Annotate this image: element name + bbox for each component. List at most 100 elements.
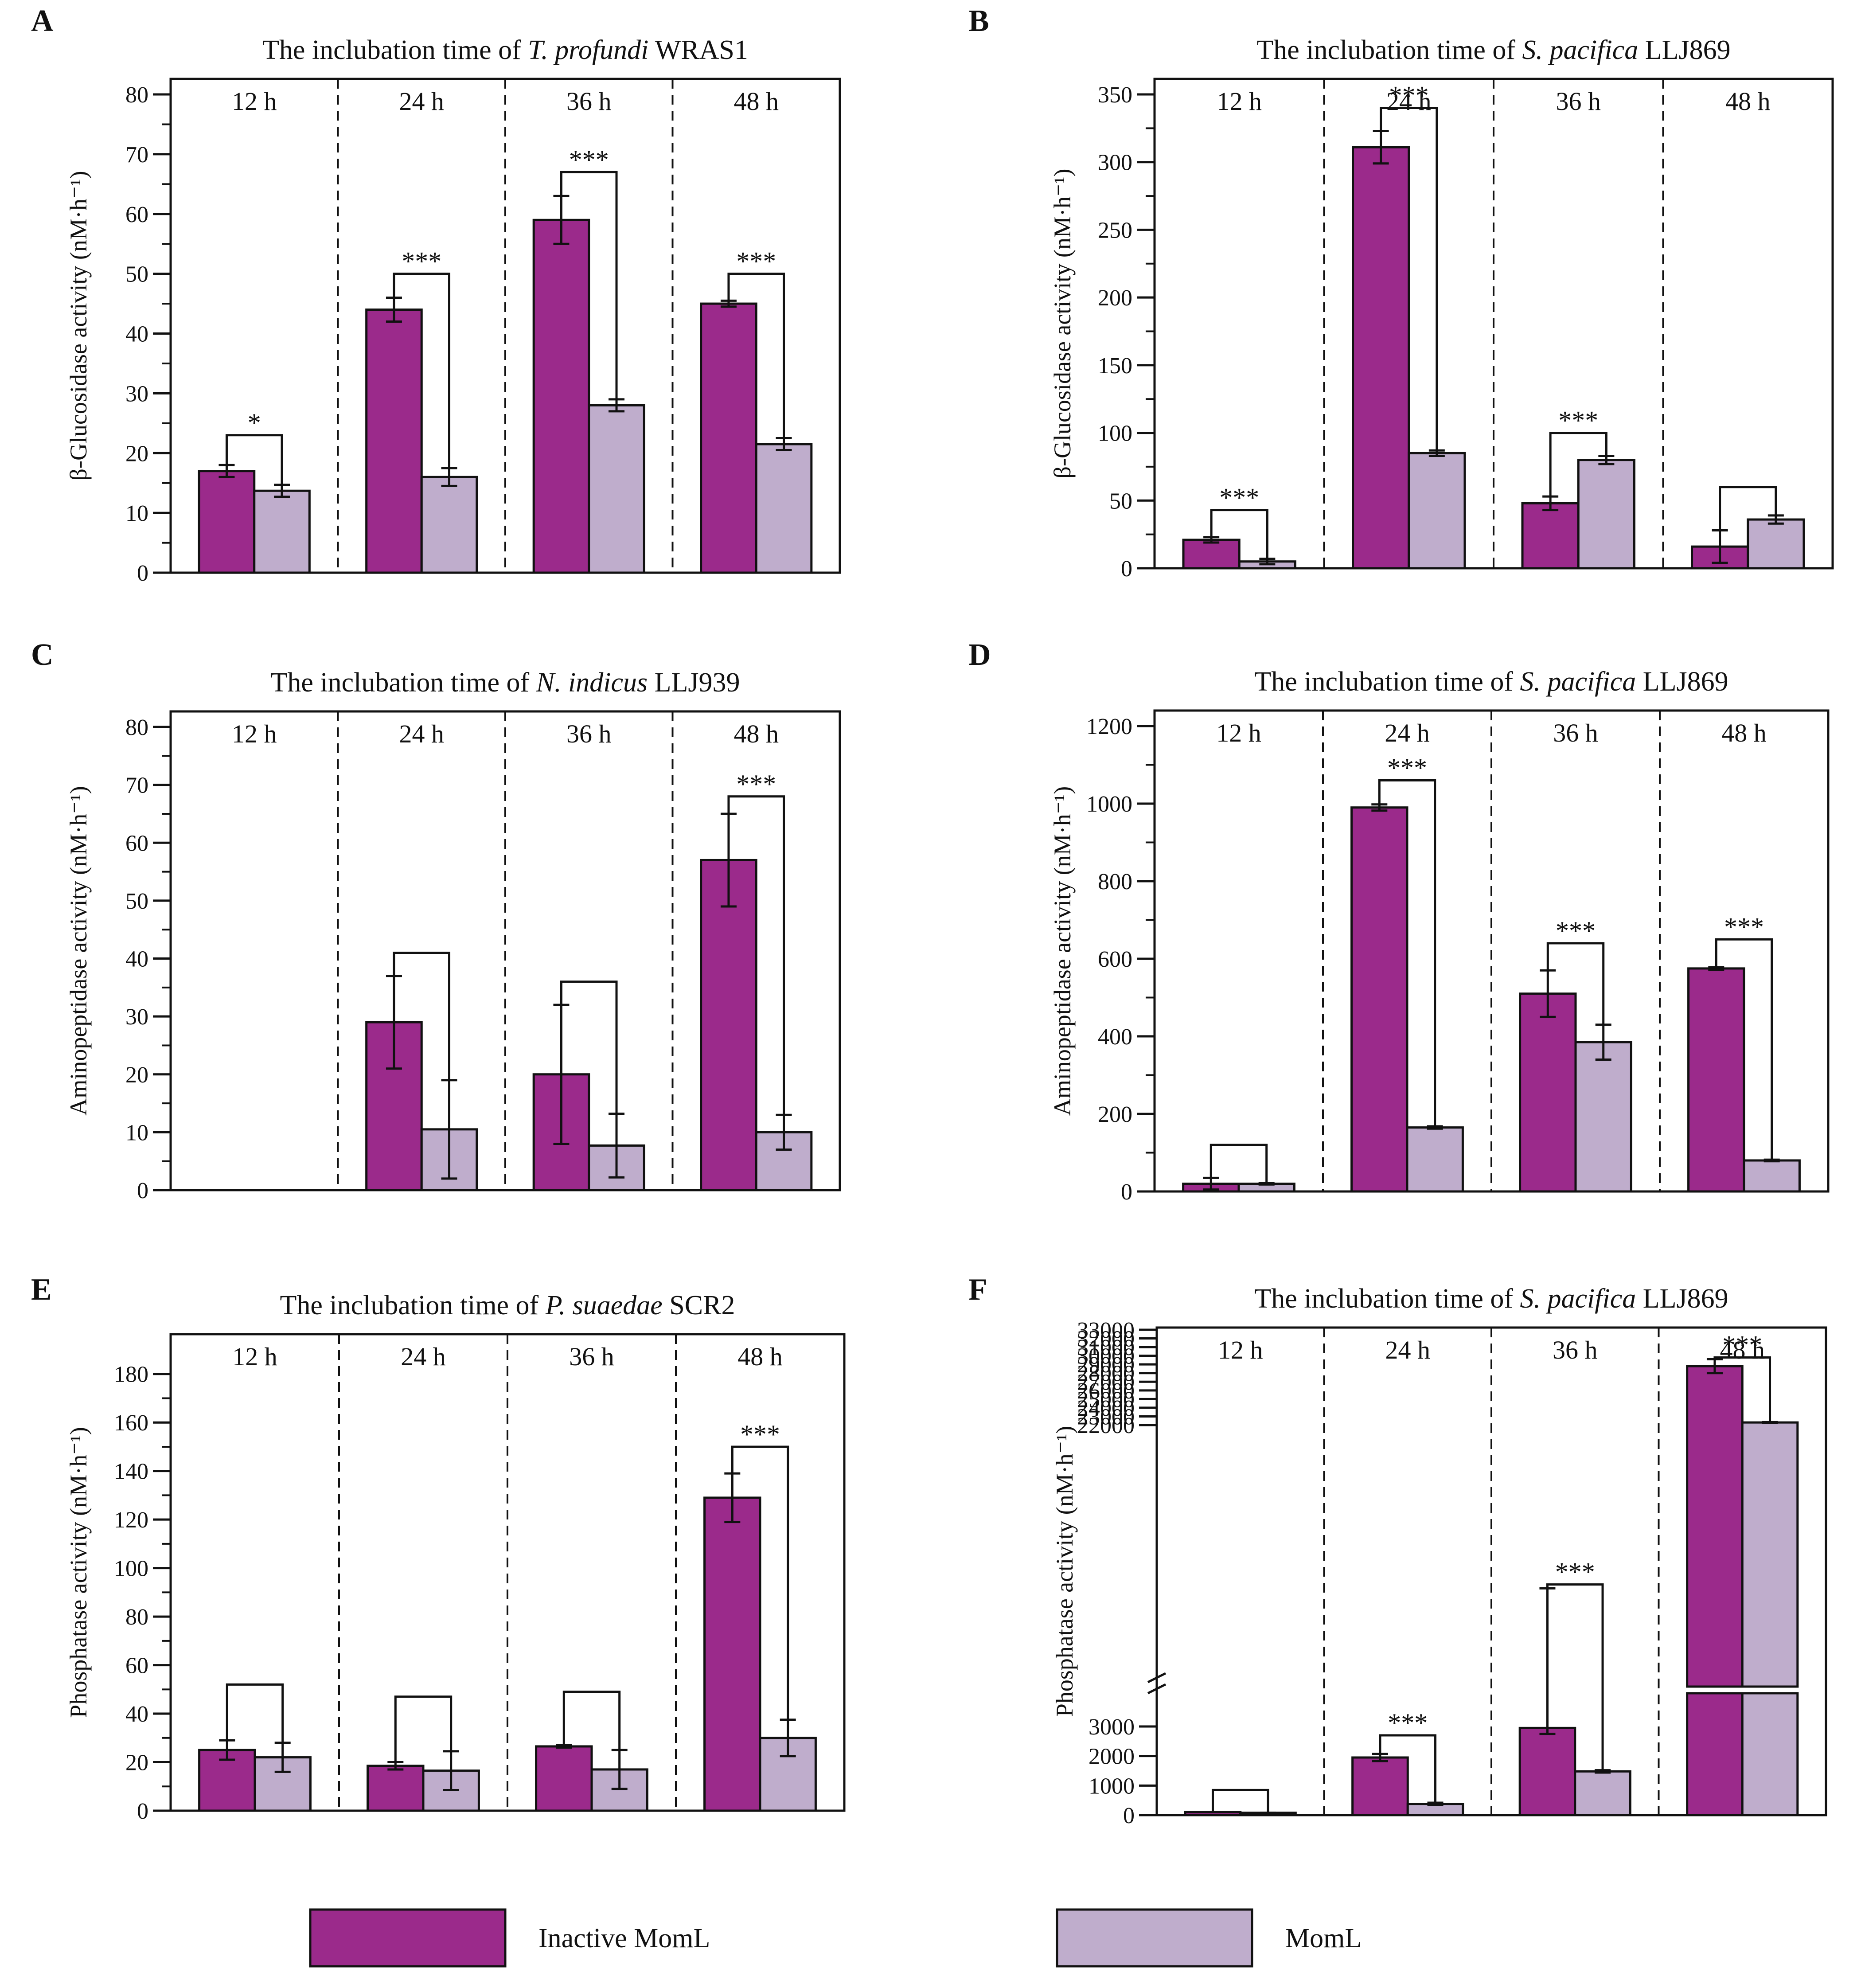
title-prefix: The inclubation time of xyxy=(280,1290,546,1320)
significance-label: *** xyxy=(569,145,609,174)
y-tick-label: 0 xyxy=(137,1178,148,1203)
legend-swatch-moml xyxy=(1056,1908,1253,1968)
title-suffix: LLJ869 xyxy=(1636,1284,1728,1314)
y-tick-label: 70 xyxy=(125,142,148,168)
category-label: 12 h xyxy=(1216,719,1261,747)
panel-label: B xyxy=(968,4,989,38)
bar-moml xyxy=(755,443,813,574)
title-species: S. pacifica xyxy=(1522,35,1639,65)
bar-inactive-moml xyxy=(532,219,590,574)
category-label: 36 h xyxy=(1553,719,1598,747)
significance-label: *** xyxy=(1724,912,1764,941)
category-label: 48 h xyxy=(1725,87,1771,116)
y-tick-label: 120 xyxy=(114,1508,148,1533)
category-label: 24 h xyxy=(1386,87,1432,116)
bar-inactive-moml xyxy=(1519,992,1577,1193)
y-tick-label: 60 xyxy=(125,202,148,227)
title-species: T. profundi xyxy=(528,35,648,65)
y-tick-label: 22000 xyxy=(1077,1413,1135,1438)
significance-bracket xyxy=(1715,938,1773,1159)
title-suffix: LLJ869 xyxy=(1638,35,1730,65)
legend-label-moml: MomL xyxy=(1285,1923,1362,1953)
y-tick-label: 29000 xyxy=(1077,1352,1135,1378)
category-label: 12 h xyxy=(232,719,277,748)
y-tick-label: 3000 xyxy=(1089,1715,1135,1740)
bar-inactive-moml xyxy=(1350,806,1408,1193)
y-tick-label: 20 xyxy=(125,441,148,466)
significance-bracket xyxy=(727,795,785,1114)
category-label: 12 h xyxy=(1217,87,1262,116)
significance-bracket xyxy=(393,951,451,1079)
y-tick-label: 70 xyxy=(125,773,148,798)
significance-bracket xyxy=(1211,1789,1269,1812)
y-tick-label: 10 xyxy=(125,1120,148,1145)
significance-bracket xyxy=(1379,1734,1437,1802)
title-suffix: LLJ939 xyxy=(648,668,740,698)
y-axis-label: Phosphatase activity (nM·h⁻¹) xyxy=(1051,1426,1078,1717)
y-tick-label: 30 xyxy=(125,1004,148,1030)
category-label: 24 h xyxy=(401,1342,446,1371)
y-tick-label: 23000 xyxy=(1077,1404,1135,1429)
category-label: 36 h xyxy=(566,719,612,748)
panel-a: A The inclubation time of T. profundi WRA… xyxy=(31,4,841,586)
y-tick-label: 0 xyxy=(137,1799,148,1824)
y-axis-label: Aminopeptidase activity (nM·h⁻¹) xyxy=(65,786,92,1116)
category-label: 48 h xyxy=(1720,1336,1765,1364)
title-species: P. suaedae xyxy=(545,1290,663,1320)
y-axis-label: β-Glucosidase activity (nM·h⁻¹) xyxy=(1049,169,1076,479)
y-tick-label: 150 xyxy=(1098,353,1132,379)
y-tick-label: 600 xyxy=(1098,947,1132,972)
category-label: 24 h xyxy=(1385,719,1430,747)
category-label: 48 h xyxy=(737,1342,783,1371)
panel-d: D The inclubation time of S. pacifica LLJ… xyxy=(968,638,1830,1205)
panel-c: C The inclubation time of N. indicus LLJ9… xyxy=(31,638,841,1203)
significance-label: *** xyxy=(736,247,776,276)
bar-moml xyxy=(1577,459,1635,570)
panel-label: F xyxy=(968,1273,987,1307)
significance-bracket xyxy=(225,434,283,484)
y-tick-label: 60 xyxy=(125,1653,148,1679)
significance-bracket xyxy=(1209,1144,1268,1182)
panel-f: F The inclubation time of S. pacifica LLJ… xyxy=(968,1273,1827,1828)
y-tick-label: 27000 xyxy=(1077,1370,1135,1395)
significance-bracket xyxy=(560,980,618,1113)
category-label: 36 h xyxy=(566,87,612,116)
y-tick-label: 20 xyxy=(125,1062,148,1088)
significance-bracket xyxy=(727,273,785,437)
significance-bracket xyxy=(393,273,451,467)
y-tick-label: 100 xyxy=(1098,421,1132,446)
significance-bracket xyxy=(1380,107,1438,450)
panel-label: E xyxy=(31,1273,52,1307)
bar-inactive-moml xyxy=(365,309,423,574)
bar-inactive-moml xyxy=(1686,1692,1744,1816)
significance-bracket xyxy=(1210,509,1268,558)
category-label: 36 h xyxy=(569,1342,614,1371)
y-axis-label: Phosphatase activity (nM·h⁻¹) xyxy=(65,1427,92,1718)
y-tick-label: 140 xyxy=(114,1459,148,1484)
bar-moml xyxy=(420,476,478,574)
title-suffix: LLJ869 xyxy=(1636,667,1728,697)
y-tick-label: 80 xyxy=(125,1605,148,1630)
y-tick-label: 300 xyxy=(1098,150,1132,176)
y-axis-label: Aminopeptidase activity (nM·h⁻¹) xyxy=(1049,786,1076,1116)
y-tick-label: 1200 xyxy=(1086,714,1132,739)
y-tick-label: 28000 xyxy=(1077,1361,1135,1387)
chart-title: The inclubation time of S. pacifica LLJ8… xyxy=(1254,1284,1728,1314)
y-tick-label: 50 xyxy=(125,889,148,914)
significance-bracket xyxy=(1549,432,1607,496)
category-label: 12 h xyxy=(1218,1336,1263,1364)
bar-moml xyxy=(1574,1770,1631,1816)
bar-inactive-moml xyxy=(700,302,757,574)
y-tick-label: 33000 xyxy=(1077,1318,1135,1343)
category-label: 12 h xyxy=(232,1342,277,1371)
chart-title: The inclubation time of S. pacifica LLJ8… xyxy=(1254,667,1728,697)
y-tick-label: 250 xyxy=(1098,218,1132,243)
legend: Inactive MomL MomL xyxy=(309,1908,1362,1968)
y-tick-label: 26000 xyxy=(1077,1379,1135,1404)
significance-bracket xyxy=(560,171,618,398)
panel-label: A xyxy=(31,4,54,38)
significance-bracket xyxy=(1546,942,1605,1024)
panel-e: E The inclubation time of P. suaedae SCR2… xyxy=(31,1273,846,1824)
chart-title: The inclubation time of T. profundi WRAS… xyxy=(262,35,748,65)
bar-moml xyxy=(1406,1126,1464,1193)
